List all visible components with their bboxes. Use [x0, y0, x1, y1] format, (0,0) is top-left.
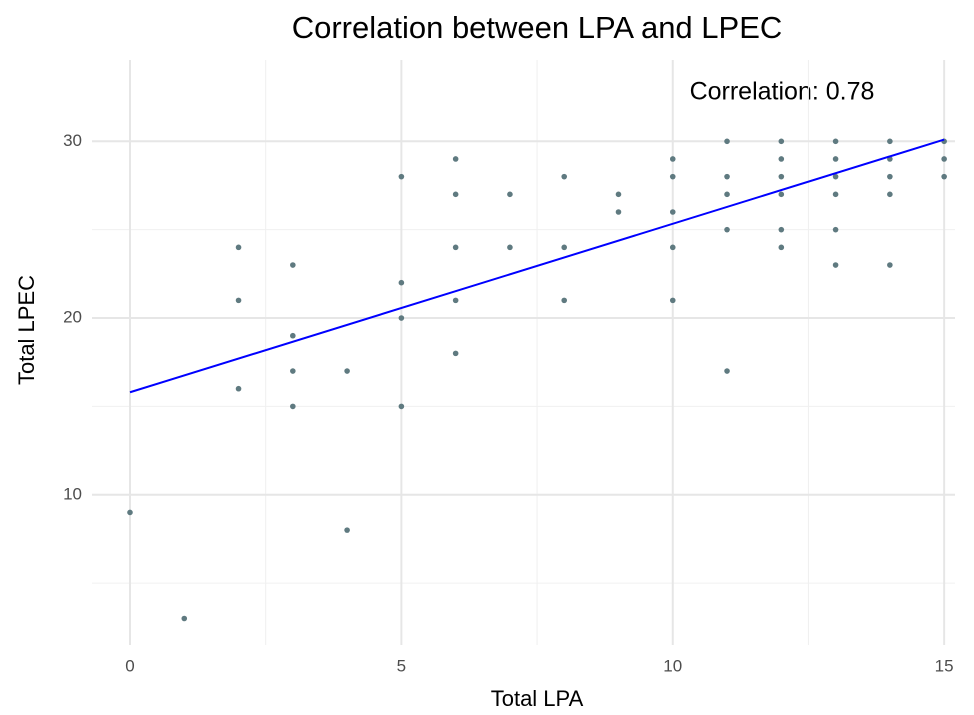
point — [398, 403, 405, 410]
x-axis-label: Total LPA — [491, 686, 584, 711]
point — [832, 173, 839, 180]
point — [778, 138, 785, 145]
point — [669, 209, 676, 215]
point — [832, 262, 839, 268]
point — [669, 156, 676, 162]
y-tick-label: 30 — [63, 131, 82, 150]
point — [452, 156, 459, 162]
point — [507, 244, 513, 251]
point — [615, 209, 622, 215]
point — [669, 244, 676, 251]
point — [832, 191, 839, 198]
point — [507, 191, 513, 198]
point — [344, 368, 350, 374]
point — [724, 368, 730, 374]
trend-line — [129, 138, 945, 394]
point — [235, 244, 242, 251]
x-tick-label: 0 — [125, 656, 134, 675]
point — [290, 403, 296, 410]
x-tick-label: 10 — [663, 656, 682, 675]
point — [561, 173, 568, 180]
point — [452, 191, 459, 198]
point — [832, 156, 839, 162]
point — [778, 191, 785, 198]
point — [235, 385, 242, 392]
point — [724, 191, 730, 198]
point — [452, 350, 459, 357]
point — [724, 138, 730, 145]
point — [887, 138, 893, 145]
point — [290, 332, 296, 339]
point — [941, 156, 947, 162]
point — [181, 615, 188, 622]
point — [778, 226, 785, 233]
point — [669, 173, 676, 180]
point — [561, 244, 568, 251]
point — [832, 138, 839, 145]
point — [778, 156, 785, 162]
point — [398, 279, 405, 286]
annotation: Correlation: 0.78 — [690, 78, 875, 106]
point — [235, 297, 242, 304]
point — [724, 226, 730, 233]
point — [290, 368, 296, 374]
point — [452, 244, 459, 251]
y-axis-label: Total LPEC — [14, 275, 39, 385]
x-tick-label: 5 — [397, 656, 406, 675]
point — [127, 509, 133, 516]
point — [778, 173, 785, 180]
point — [561, 297, 568, 304]
point — [669, 297, 676, 304]
x-tick-label: 15 — [935, 656, 954, 675]
point — [887, 262, 893, 268]
point — [887, 191, 893, 198]
point — [724, 173, 730, 180]
point — [290, 262, 296, 268]
point — [778, 244, 785, 251]
chart-title: Correlation between LPA and LPEC — [292, 10, 783, 45]
y-tick-label: 20 — [63, 308, 82, 327]
point — [398, 173, 405, 180]
point — [832, 226, 839, 233]
point — [344, 527, 350, 533]
point — [887, 173, 893, 180]
y-tick-label: 10 — [63, 484, 82, 503]
point — [615, 191, 622, 198]
point — [452, 297, 459, 304]
point — [941, 173, 947, 180]
point — [398, 315, 405, 321]
